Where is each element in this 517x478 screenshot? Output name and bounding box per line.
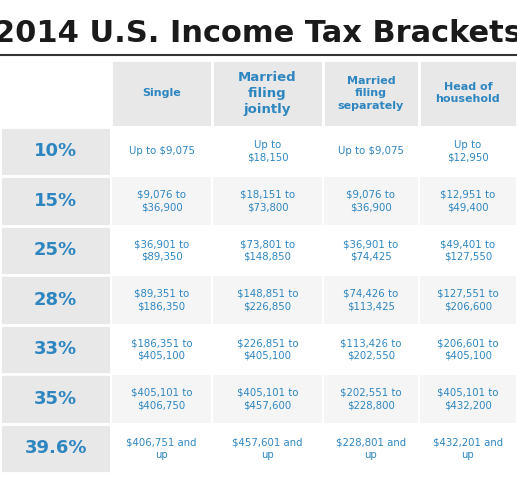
Text: 2014 U.S. Income Tax Brackets: 2014 U.S. Income Tax Brackets: [0, 19, 517, 48]
Bar: [323, 60, 419, 127]
Text: 15%: 15%: [34, 192, 77, 210]
Bar: [419, 226, 517, 275]
Bar: [323, 127, 419, 176]
Bar: [0, 176, 111, 226]
Text: $228,801 and
up: $228,801 and up: [336, 437, 406, 460]
Bar: [212, 424, 323, 473]
Bar: [419, 424, 517, 473]
Bar: [0, 127, 111, 176]
Bar: [419, 127, 517, 176]
Bar: [0, 325, 111, 374]
Bar: [111, 374, 212, 424]
Bar: [323, 325, 419, 374]
Text: $432,201 and
up: $432,201 and up: [433, 437, 503, 460]
Text: $226,851 to
$405,100: $226,851 to $405,100: [237, 338, 298, 361]
Text: $406,751 and
up: $406,751 and up: [126, 437, 197, 460]
Bar: [212, 275, 323, 325]
Bar: [111, 275, 212, 325]
Text: $148,851 to
$226,850: $148,851 to $226,850: [237, 289, 298, 311]
Bar: [212, 325, 323, 374]
Bar: [111, 325, 212, 374]
Bar: [0, 424, 111, 473]
Bar: [419, 325, 517, 374]
Text: 39.6%: 39.6%: [24, 439, 87, 457]
Text: 33%: 33%: [34, 340, 77, 358]
Text: Up to
$12,950: Up to $12,950: [447, 140, 489, 163]
Bar: [323, 374, 419, 424]
Text: Head of
household: Head of household: [435, 82, 500, 104]
Text: $36,901 to
$74,425: $36,901 to $74,425: [343, 239, 399, 261]
Bar: [0, 374, 111, 424]
Bar: [419, 60, 517, 127]
Text: $127,551 to
$206,600: $127,551 to $206,600: [437, 289, 499, 311]
Bar: [419, 176, 517, 226]
Text: $405,101 to
$457,600: $405,101 to $457,600: [237, 388, 298, 410]
Text: Up to $9,075: Up to $9,075: [338, 146, 404, 156]
Text: $405,101 to
$406,750: $405,101 to $406,750: [131, 388, 192, 410]
Text: $12,951 to
$49,400: $12,951 to $49,400: [440, 190, 495, 212]
Text: $113,426 to
$202,550: $113,426 to $202,550: [340, 338, 402, 361]
Text: Up to
$18,150: Up to $18,150: [247, 140, 288, 163]
Bar: [323, 275, 419, 325]
Bar: [212, 226, 323, 275]
Text: Up to $9,075: Up to $9,075: [129, 146, 194, 156]
Text: $73,801 to
$148,850: $73,801 to $148,850: [240, 239, 295, 261]
Text: $9,076 to
$36,900: $9,076 to $36,900: [346, 190, 396, 212]
Bar: [0, 275, 111, 325]
Text: 10%: 10%: [34, 142, 77, 161]
Text: $186,351 to
$405,100: $186,351 to $405,100: [131, 338, 192, 361]
Text: $202,551 to
$228,800: $202,551 to $228,800: [340, 388, 402, 410]
Text: $36,901 to
$89,350: $36,901 to $89,350: [134, 239, 189, 261]
Text: $74,426 to
$113,425: $74,426 to $113,425: [343, 289, 399, 311]
Text: Single: Single: [142, 88, 181, 98]
Bar: [212, 127, 323, 176]
Text: $49,401 to
$127,550: $49,401 to $127,550: [440, 239, 495, 261]
Bar: [111, 60, 212, 127]
Bar: [111, 424, 212, 473]
Bar: [212, 60, 323, 127]
Bar: [111, 176, 212, 226]
Bar: [212, 176, 323, 226]
Bar: [212, 374, 323, 424]
Bar: [0, 60, 111, 127]
Bar: [419, 275, 517, 325]
Text: 25%: 25%: [34, 241, 77, 260]
Text: $206,601 to
$405,100: $206,601 to $405,100: [437, 338, 499, 361]
Bar: [0, 226, 111, 275]
Bar: [419, 374, 517, 424]
Text: $89,351 to
$186,350: $89,351 to $186,350: [134, 289, 189, 311]
Bar: [323, 226, 419, 275]
Bar: [323, 424, 419, 473]
Text: $405,101 to
$432,200: $405,101 to $432,200: [437, 388, 498, 410]
Text: Married
filing
separately: Married filing separately: [338, 76, 404, 110]
Bar: [111, 226, 212, 275]
Text: $18,151 to
$73,800: $18,151 to $73,800: [240, 190, 295, 212]
Text: Married
filing
jointly: Married filing jointly: [238, 71, 297, 116]
Bar: [111, 127, 212, 176]
Text: $457,601 and
up: $457,601 and up: [232, 437, 303, 460]
Bar: [323, 176, 419, 226]
Text: 28%: 28%: [34, 291, 77, 309]
Text: 35%: 35%: [34, 390, 77, 408]
Text: $9,076 to
$36,900: $9,076 to $36,900: [137, 190, 186, 212]
